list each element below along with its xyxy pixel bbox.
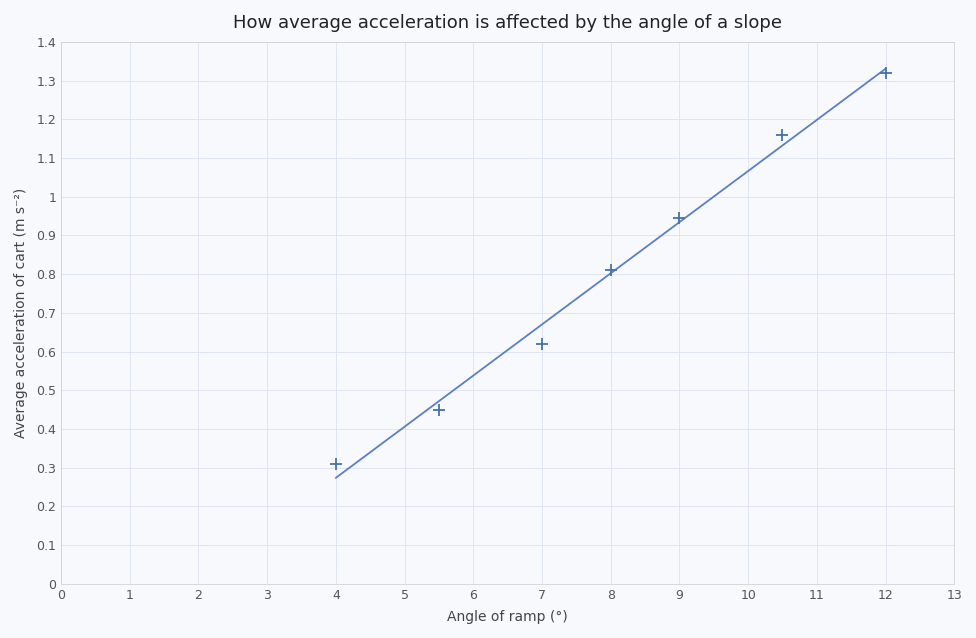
X-axis label: Angle of ramp (°): Angle of ramp (°) bbox=[447, 610, 568, 624]
Y-axis label: Average acceleration of cart (m s⁻²): Average acceleration of cart (m s⁻²) bbox=[14, 188, 28, 438]
Title: How average acceleration is affected by the angle of a slope: How average acceleration is affected by … bbox=[233, 14, 782, 32]
